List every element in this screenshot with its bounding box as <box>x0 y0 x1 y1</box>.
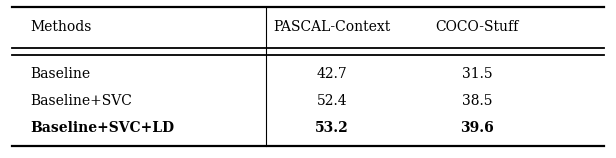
Text: COCO-Stuff: COCO-Stuff <box>436 20 519 34</box>
Text: Baseline+SVC+LD: Baseline+SVC+LD <box>30 121 174 135</box>
Text: 42.7: 42.7 <box>317 67 347 81</box>
Text: Methods: Methods <box>30 20 92 34</box>
Text: Baseline+SVC: Baseline+SVC <box>30 94 132 108</box>
Text: 38.5: 38.5 <box>462 94 492 108</box>
Text: Baseline: Baseline <box>30 67 91 81</box>
Text: 52.4: 52.4 <box>317 94 347 108</box>
Text: 31.5: 31.5 <box>462 67 492 81</box>
Text: PASCAL-Context: PASCAL-Context <box>274 20 391 34</box>
Text: 39.6: 39.6 <box>460 121 494 135</box>
Text: 53.2: 53.2 <box>315 121 349 135</box>
